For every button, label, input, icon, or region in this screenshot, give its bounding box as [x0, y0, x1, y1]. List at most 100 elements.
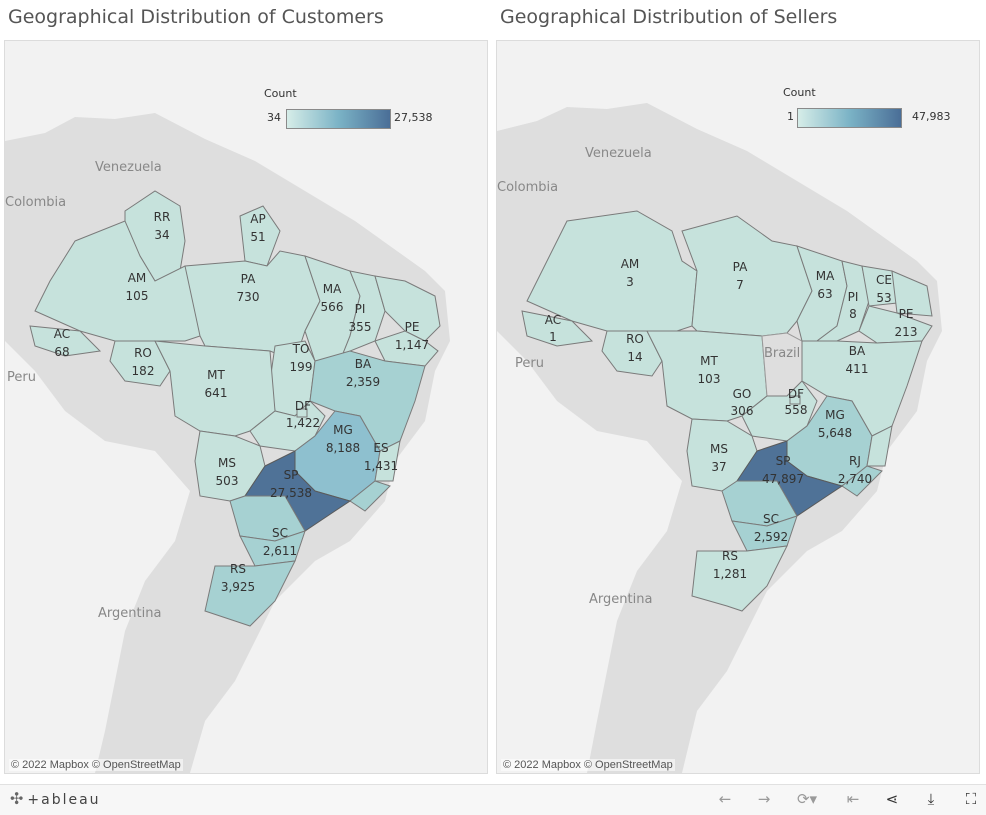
customers-map[interactable]: Venezuela Colombia Peru Argentina RR 34 …	[4, 40, 488, 774]
customers-legend-min: 34	[267, 111, 281, 124]
state-RS[interactable]	[204, 560, 296, 627]
label-AP-value: 51	[250, 230, 265, 244]
state-PA[interactable]	[681, 215, 813, 337]
label-RS-code: RS	[722, 549, 738, 563]
label-TO-code: TO	[292, 342, 310, 356]
state-RN-PB[interactable]	[891, 270, 933, 317]
sellers-legend-title: Count	[783, 86, 816, 99]
label-BA-value: 2,359	[346, 375, 380, 389]
sellers-map-title: Geographical Distribution of Sellers	[500, 6, 838, 28]
customers-legend-max: 27,538	[394, 111, 433, 124]
label-BA-code: BA	[849, 344, 866, 358]
state-AP[interactable]	[239, 205, 281, 267]
label-AC-value: 68	[54, 345, 69, 359]
tableau-wordmark: +ableau	[27, 792, 101, 808]
state-AC[interactable]	[521, 310, 594, 347]
customers-map-title: Geographical Distribution of Customers	[8, 6, 384, 28]
label-SC-value: 2,611	[263, 544, 297, 558]
forward-icon[interactable]: →	[757, 790, 771, 808]
tableau-cross-icon: ✣	[10, 789, 24, 808]
fullscreen-icon[interactable]: ⛶	[965, 790, 977, 808]
revert-icon[interactable]: ⟳▾	[796, 790, 818, 808]
label-PI-value: 8	[849, 307, 857, 321]
state-RJ[interactable]	[841, 465, 883, 497]
label-MS-code: MS	[218, 456, 236, 470]
label-SC-code: SC	[763, 512, 779, 526]
state-ES[interactable]	[866, 425, 893, 467]
map-attribution[interactable]: © 2022 Mapbox © OpenStreetMap	[501, 759, 675, 771]
label-PE-code: PE	[405, 320, 420, 334]
state-CE-RN-PB[interactable]	[374, 275, 441, 342]
label-BA-code: BA	[355, 357, 372, 371]
label-venezuela: Venezuela	[95, 160, 162, 175]
label-AC-code: AC	[54, 327, 70, 341]
label-MG-code: MG	[333, 423, 353, 437]
label-RS-code: RS	[230, 562, 246, 576]
state-AM[interactable]	[526, 210, 698, 332]
label-RS-value: 3,925	[221, 580, 255, 594]
label-RJ-value: 2,740	[838, 472, 872, 486]
back-icon[interactable]: ←	[718, 790, 732, 808]
label-argentina: Argentina	[98, 606, 161, 621]
brazil-states	[521, 210, 933, 612]
label-RO-code: RO	[626, 332, 644, 346]
state-value-labels: AM 3 PA 7 MA 63 CE 53 PI 8 PE 213 AC 1 R…	[545, 257, 918, 581]
label-BA-value: 411	[846, 362, 869, 376]
label-MG-value: 8,188	[326, 441, 360, 455]
label-AC-value: 1	[549, 330, 557, 344]
state-ES[interactable]	[374, 440, 401, 482]
label-peru: Peru	[7, 370, 36, 385]
label-MS-value: 503	[216, 474, 239, 488]
label-MS-code: MS	[710, 442, 728, 456]
label-GO-value: 306	[731, 404, 754, 418]
state-MT[interactable]	[154, 340, 276, 437]
state-RJ[interactable]	[349, 480, 391, 512]
label-ES-code: ES	[373, 441, 388, 455]
label-MT-value: 103	[698, 372, 721, 386]
brazil-states	[29, 190, 441, 627]
label-MT-value: 641	[205, 386, 228, 400]
state-DF[interactable]	[789, 395, 801, 405]
label-MS-value: 37	[711, 460, 726, 474]
state-MT[interactable]	[646, 330, 768, 422]
reset-icon[interactable]: ⇤	[846, 790, 860, 808]
label-ES-value: 1,431	[364, 459, 398, 473]
label-AM-value: 105	[126, 289, 149, 303]
label-GO-code: GO	[733, 387, 752, 401]
state-AC[interactable]	[29, 325, 102, 357]
map-attribution[interactable]: © 2022 Mapbox © OpenStreetMap	[9, 759, 183, 771]
label-RO-value: 14	[627, 350, 642, 364]
label-MG-code: MG	[825, 408, 845, 422]
download-icon[interactable]: ⤓	[927, 790, 935, 808]
label-MT-code: MT	[207, 368, 225, 382]
label-AM-value: 3	[626, 275, 634, 289]
state-DF[interactable]	[296, 408, 308, 418]
label-PI-code: PI	[848, 290, 859, 304]
label-RO-value: 182	[132, 364, 155, 378]
label-DF-value: 558	[785, 403, 808, 417]
label-SP-value: 27,538	[270, 486, 312, 500]
state-SC[interactable]	[239, 530, 306, 567]
share-icon[interactable]: ⋖	[885, 790, 899, 808]
label-PE-code: PE	[899, 307, 914, 321]
sellers-map[interactable]: Venezuela Colombia Peru Argentina Brazil…	[496, 40, 980, 774]
tableau-logo[interactable]: ✣ +ableau	[10, 789, 101, 808]
sellers-legend-gradient	[797, 108, 902, 128]
customers-map-canvas[interactable]: Venezuela Colombia Peru Argentina RR 34 …	[5, 41, 487, 773]
label-MA-value: 63	[817, 287, 832, 301]
label-MA-value: 566	[321, 300, 344, 314]
label-AP-code: AP	[250, 212, 265, 226]
label-MT-code: MT	[700, 354, 718, 368]
label-RO-code: RO	[134, 346, 152, 360]
state-SC[interactable]	[731, 515, 798, 552]
label-CE-value: 53	[876, 291, 891, 305]
label-PA-value: 7	[736, 278, 744, 292]
label-AM-code: AM	[128, 271, 147, 285]
label-PI-code: PI	[355, 302, 366, 316]
sellers-map-canvas[interactable]: Venezuela Colombia Peru Argentina Brazil…	[497, 41, 979, 773]
label-peru: Peru	[515, 356, 544, 371]
label-DF-value: 1,422	[286, 416, 320, 430]
label-PA-code: PA	[241, 272, 256, 286]
label-MA-code: MA	[323, 282, 342, 296]
state-RS[interactable]	[691, 545, 788, 612]
